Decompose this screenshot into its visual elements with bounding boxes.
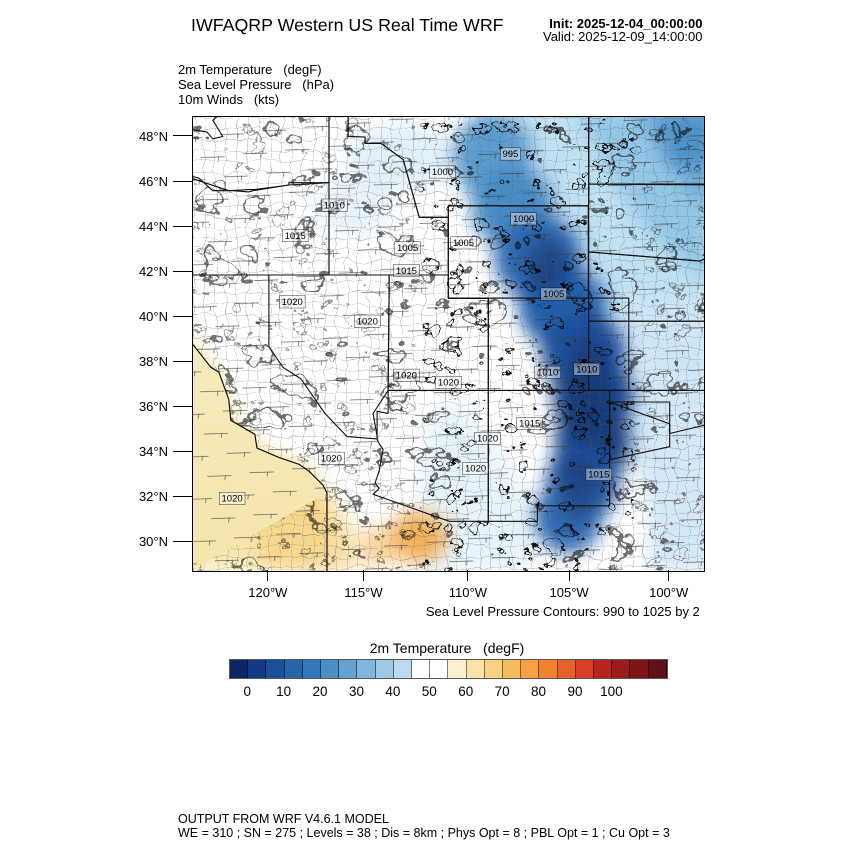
svg-text:1020: 1020 bbox=[321, 453, 342, 464]
svg-text:1020: 1020 bbox=[222, 494, 243, 505]
svg-text:1020: 1020 bbox=[357, 316, 378, 327]
svg-text:995: 995 bbox=[502, 149, 518, 160]
svg-text:1005: 1005 bbox=[397, 243, 418, 254]
svg-text:1010: 1010 bbox=[324, 200, 345, 211]
svg-text:1020: 1020 bbox=[465, 464, 486, 475]
svg-text:1020: 1020 bbox=[477, 434, 498, 445]
svg-text:1005: 1005 bbox=[453, 238, 474, 249]
svg-text:1010: 1010 bbox=[576, 364, 597, 375]
svg-text:1000: 1000 bbox=[432, 167, 453, 178]
svg-text:1005: 1005 bbox=[543, 289, 564, 300]
svg-text:1015: 1015 bbox=[588, 470, 609, 481]
svg-text:1020: 1020 bbox=[282, 297, 303, 308]
svg-text:1000: 1000 bbox=[513, 214, 534, 225]
svg-text:1015: 1015 bbox=[396, 266, 417, 277]
svg-text:1020: 1020 bbox=[396, 370, 417, 381]
svg-text:1015: 1015 bbox=[285, 231, 306, 242]
svg-text:1015: 1015 bbox=[519, 419, 540, 430]
svg-text:1010: 1010 bbox=[537, 367, 558, 378]
svg-text:1020: 1020 bbox=[438, 378, 459, 389]
